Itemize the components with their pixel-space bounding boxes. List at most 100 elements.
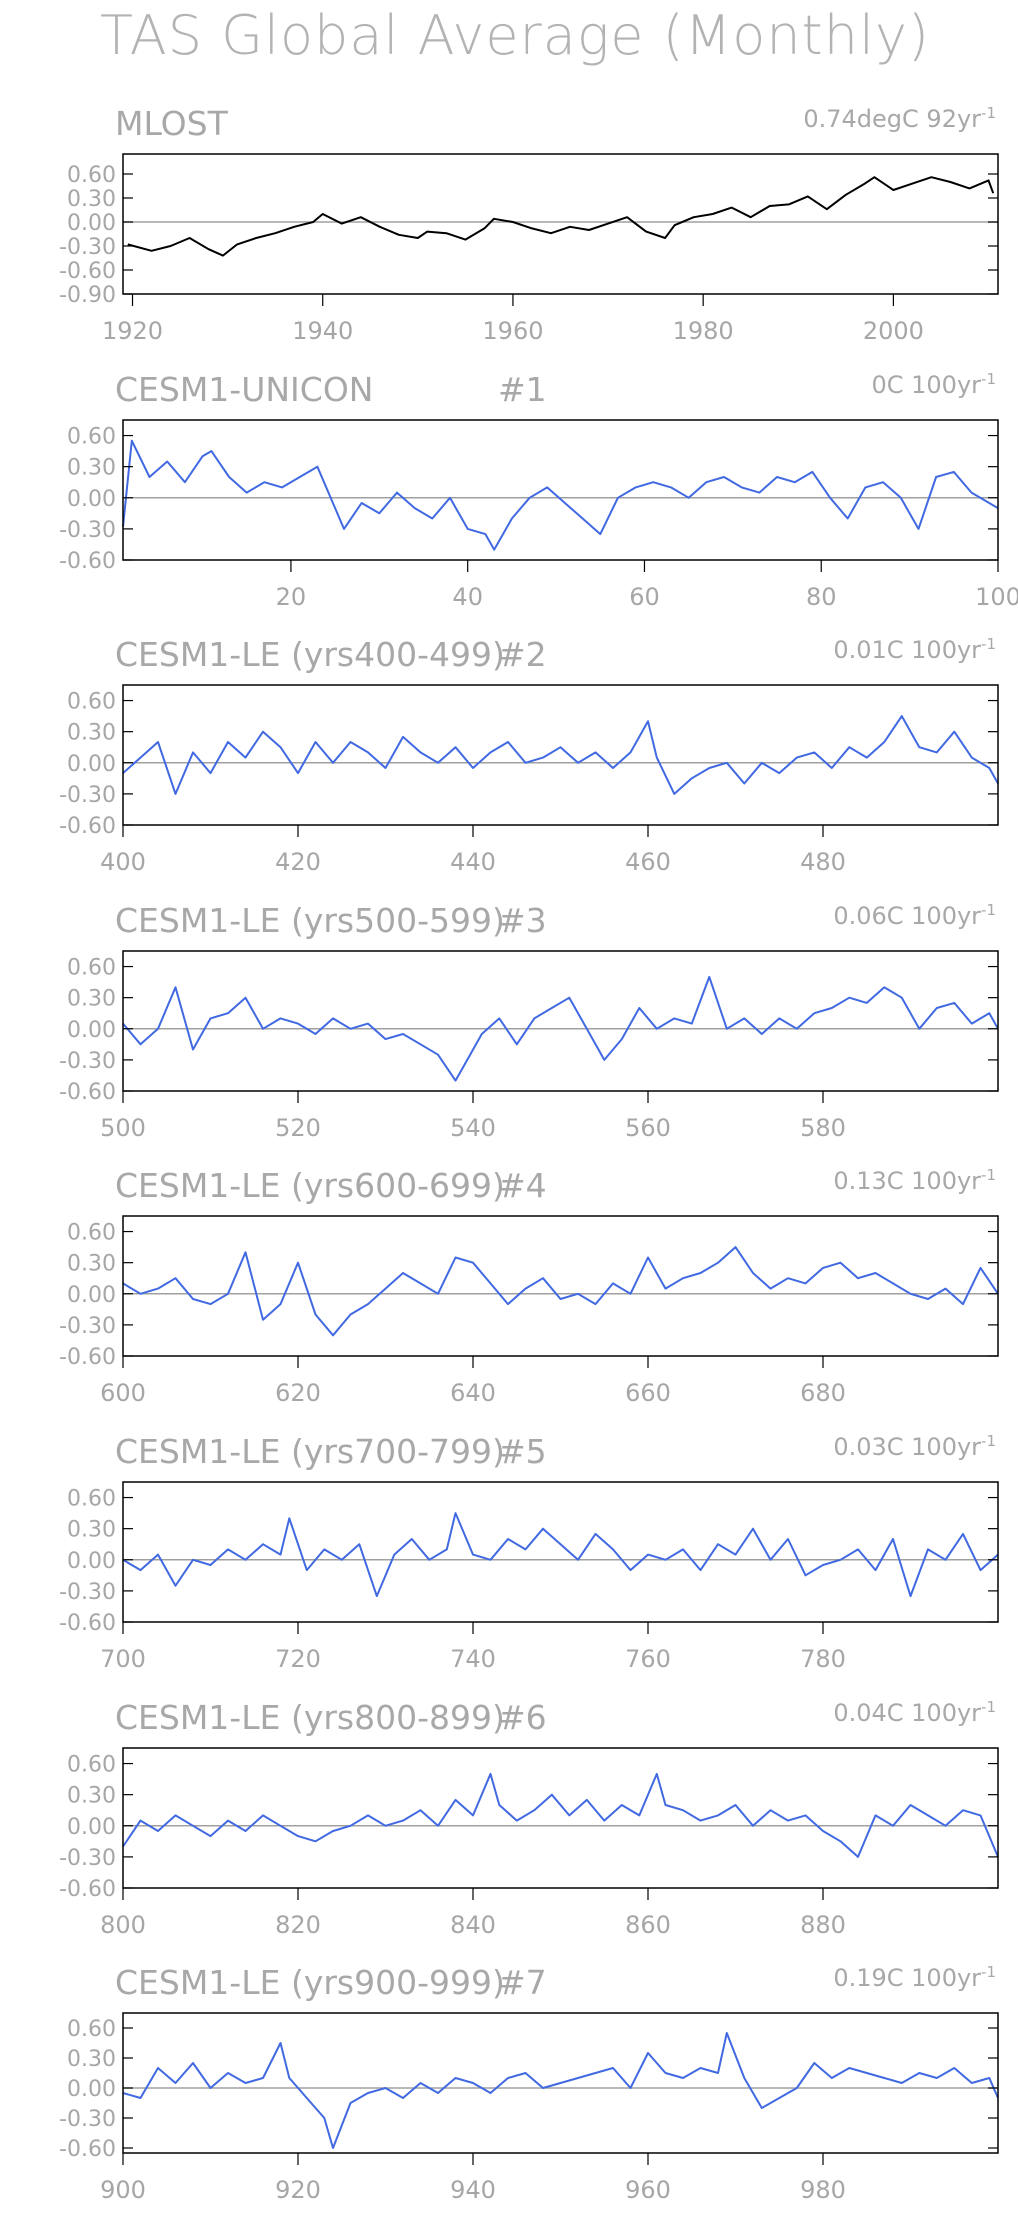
plot-frame [122, 1746, 999, 1889]
y-tick-label: 0.00 [67, 2077, 116, 2102]
y-tick-label: -0.60 [59, 1080, 116, 1105]
chart-plot: 0.60 0.30 0.00 -0.30 -0.60 20 40 60 80 100 [59, 418, 1018, 611]
y-tick-label: 0.60 [67, 690, 116, 715]
plot-frame [122, 684, 999, 826]
panel-run-number: #2 [498, 635, 547, 675]
x-tick-label: 900 [100, 2176, 146, 2204]
y-tick-label: -0.60 [59, 549, 116, 574]
y-tick-label: 0.30 [67, 1252, 116, 1277]
chart-plot: 0.60 0.30 0.00 -0.30 -0.60 600 620 640 660 680 [59, 1215, 999, 1407]
x-tick-label: 960 [625, 2176, 671, 2204]
x-tick-label: 460 [625, 848, 671, 876]
plot-frame [122, 153, 999, 295]
x-tick-label: 100 [975, 583, 1018, 611]
x-tick-label: 580 [800, 1114, 846, 1142]
x-tick-label: 540 [450, 1114, 496, 1142]
x-tick-label: 760 [625, 1645, 671, 1673]
y-tick-label: 0.60 [67, 1221, 116, 1246]
chart-panel: CESM1-LE (yrs900-999) #7 0.19C 100yr-1 0.60… [0, 1963, 1018, 2228]
panel-trend: 0.06C 100yr-1 [833, 901, 996, 930]
y-tick-label: 0.30 [67, 1783, 116, 1808]
y-tick-label: 0.00 [67, 1549, 116, 1574]
panel-title: MLOST [115, 104, 228, 143]
y-tick-label: -0.30 [59, 235, 116, 260]
y-tick-label: -0.30 [59, 517, 116, 542]
y-tick-label: -0.30 [59, 783, 116, 808]
chart-plot: 0.60 0.30 0.00 -0.30 -0.60 500 520 540 560 580 [59, 950, 999, 1142]
chart-panel: MLOST 0.74degC 92yr-1 0.60 0.30 0.00 -0.30 -0.… [0, 104, 1018, 369]
x-tick-label: 520 [275, 1114, 321, 1142]
chart-panel: CESM1-LE (yrs800-899) #6 0.04C 100yr-1 0.60… [0, 1698, 1018, 1963]
y-tick-label: 0.60 [67, 2017, 116, 2042]
x-tick-label: 700 [100, 1645, 146, 1673]
x-tick-label: 400 [100, 848, 146, 876]
trend-value: 0.74degC 92yr [803, 105, 982, 133]
x-tick-label: 880 [800, 1911, 846, 1939]
x-tick-label: 40 [452, 583, 483, 611]
series-line [122, 715, 999, 796]
panel-title: CESM1-LE (yrs400-499) [115, 635, 505, 675]
trend-exponent: -1 [981, 369, 996, 388]
panel-run-number: #4 [498, 1166, 547, 1206]
x-tick-label: 1980 [673, 317, 734, 345]
panel-run-number: #6 [498, 1697, 547, 1737]
y-tick-label: -0.90 [59, 283, 116, 308]
series-line [122, 439, 999, 551]
x-tick-label: 480 [800, 848, 846, 876]
plot-frame [122, 418, 999, 561]
chart-plot: 0.60 0.30 0.00 -0.30 -0.60 400 420 440 460 480 [59, 684, 999, 876]
panel-title: CESM1-LE (yrs900-999) [115, 1963, 505, 2003]
y-tick-label: 0.60 [67, 1752, 116, 1777]
panel-title: CESM1-LE (yrs500-599) [115, 900, 505, 940]
x-tick-label: 560 [625, 1114, 671, 1142]
x-tick-label: 1940 [292, 317, 353, 345]
series-line [127, 176, 995, 257]
trend-exponent: -1 [981, 1432, 996, 1450]
y-tick-label: 0.60 [67, 955, 116, 980]
x-tick-label: 720 [275, 1645, 321, 1673]
panel-run-number: #5 [498, 1432, 547, 1471]
panel-trend: 0.01C 100yr-1 [833, 635, 996, 664]
series-line [122, 2032, 999, 2150]
x-tick-label: 420 [275, 848, 321, 876]
series-line [122, 1246, 999, 1337]
panel-run-number: #7 [498, 1963, 547, 2003]
y-tick-label: 0.00 [67, 211, 116, 236]
y-tick-label: 0.60 [67, 1487, 116, 1512]
y-tick-label: 0.30 [67, 721, 116, 746]
plot-frame [122, 950, 999, 1092]
chart-panel: CESM1-UNICON #1 0C 100yr-1 0.60 0.30 0.00 -0.3… [0, 370, 1018, 635]
panel-title: CESM1-UNICON [115, 369, 374, 409]
trend-value: 0.04C 100yr [833, 1698, 982, 1727]
y-tick-label: 0.30 [67, 1518, 116, 1543]
x-tick-label: 840 [450, 1911, 496, 1939]
y-tick-label: -0.30 [59, 1580, 116, 1605]
trend-value: 0.13C 100yr [833, 1167, 982, 1196]
y-tick-label: 0.30 [67, 2047, 116, 2072]
x-tick-label: 500 [100, 1114, 146, 1142]
y-tick-label: -0.30 [59, 1314, 116, 1339]
x-tick-label: 1960 [482, 317, 543, 345]
x-tick-label: 740 [450, 1645, 496, 1673]
panel-run-number: #1 [498, 369, 547, 409]
x-tick-label: 820 [275, 1911, 321, 1939]
y-tick-label: -0.30 [59, 2107, 116, 2132]
x-tick-label: 2000 [863, 317, 924, 345]
panel-trend: 0.74degC 92yr-1 [803, 104, 996, 133]
trend-exponent: -1 [981, 635, 996, 654]
chart-panel: CESM1-LE (yrs500-599) #3 0.06C 100yr-1 0.60… [0, 901, 1018, 1166]
panel-title: CESM1-LE (yrs600-699) [115, 1166, 505, 1206]
trend-value: 0.03C 100yr [833, 1433, 982, 1461]
x-tick-label: 620 [275, 1379, 321, 1407]
trend-value: 0.01C 100yr [833, 636, 982, 665]
x-tick-label: 780 [800, 1645, 846, 1673]
x-tick-label: 680 [800, 1379, 846, 1407]
y-tick-label: 0.00 [67, 1814, 116, 1839]
x-tick-label: 1920 [102, 317, 163, 345]
series-line [122, 975, 999, 1082]
chart-plot: 0.60 0.30 0.00 -0.30 -0.60 700 720 740 760 780 [59, 1481, 999, 1673]
panel-trend: 0C 100yr-1 [871, 370, 996, 399]
panel-trend: 0.13C 100yr-1 [833, 1166, 996, 1195]
trend-exponent: -1 [981, 1963, 996, 1982]
plot-frame [122, 1481, 999, 1623]
